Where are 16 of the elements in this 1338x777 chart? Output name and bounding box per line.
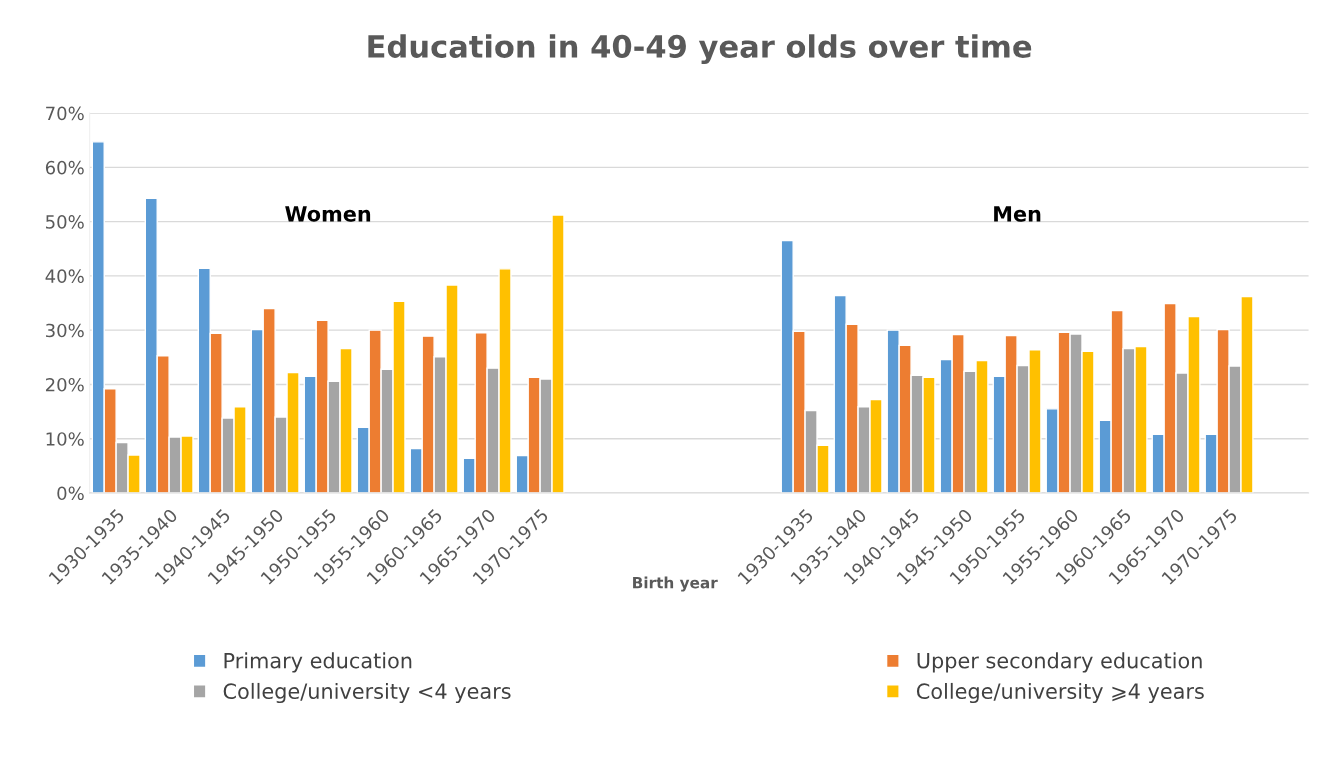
- legend-label: Primary education: [224, 652, 412, 673]
- x-axis-title: Birth year: [633, 576, 718, 592]
- legend-label: Upper secondary education: [917, 652, 1202, 673]
- y-tick-label: 30%: [46, 323, 84, 338]
- y-tick-label: 60%: [45, 160, 84, 175]
- chart-title: Education in 40-49 year olds over time: [368, 34, 1032, 65]
- legend-label: College/university ⩾4 years: [916, 682, 1204, 704]
- y-tick-label: 20%: [45, 377, 84, 392]
- y-tick-label: 0%: [57, 486, 84, 501]
- annotation: Men: [994, 206, 1041, 222]
- legend-label: College/university <4 years: [223, 682, 511, 704]
- y-tick-label: 40%: [45, 269, 84, 284]
- y-tick-label: 70%: [46, 106, 84, 121]
- y-tick-label: 10%: [46, 432, 84, 446]
- annotation: Women: [285, 206, 371, 222]
- y-tick-label: 50%: [46, 215, 84, 229]
